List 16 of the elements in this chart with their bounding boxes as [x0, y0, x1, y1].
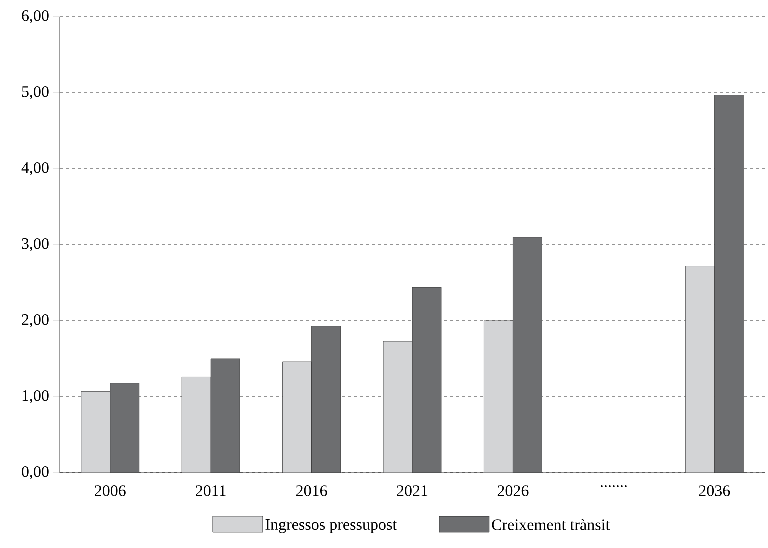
x-tick-label: 2021 — [397, 486, 428, 496]
x-tick-label: ....... — [600, 486, 627, 488]
legend-label: Ingressos pressupost — [266, 519, 398, 534]
y-tick-label: 6,00 — [22, 10, 49, 24]
y-tick-label: 1,00 — [22, 390, 49, 404]
x-tick-label: 2016 — [296, 486, 328, 496]
x-tick-label: 2006 — [95, 486, 126, 496]
x-tick-label: 2026 — [498, 486, 529, 496]
y-tick-label: 3,00 — [22, 238, 49, 252]
y-tick-label: 2,00 — [22, 314, 49, 328]
y-tick-label: 5,00 — [22, 86, 49, 100]
x-tick-label: 2011 — [196, 486, 226, 496]
y-tick-label: 0,00 — [22, 466, 49, 480]
y-tick-label: 4,00 — [22, 162, 49, 176]
x-tick-label: 2036 — [699, 486, 730, 496]
legend-label: Creixement trànsit — [492, 519, 610, 530]
